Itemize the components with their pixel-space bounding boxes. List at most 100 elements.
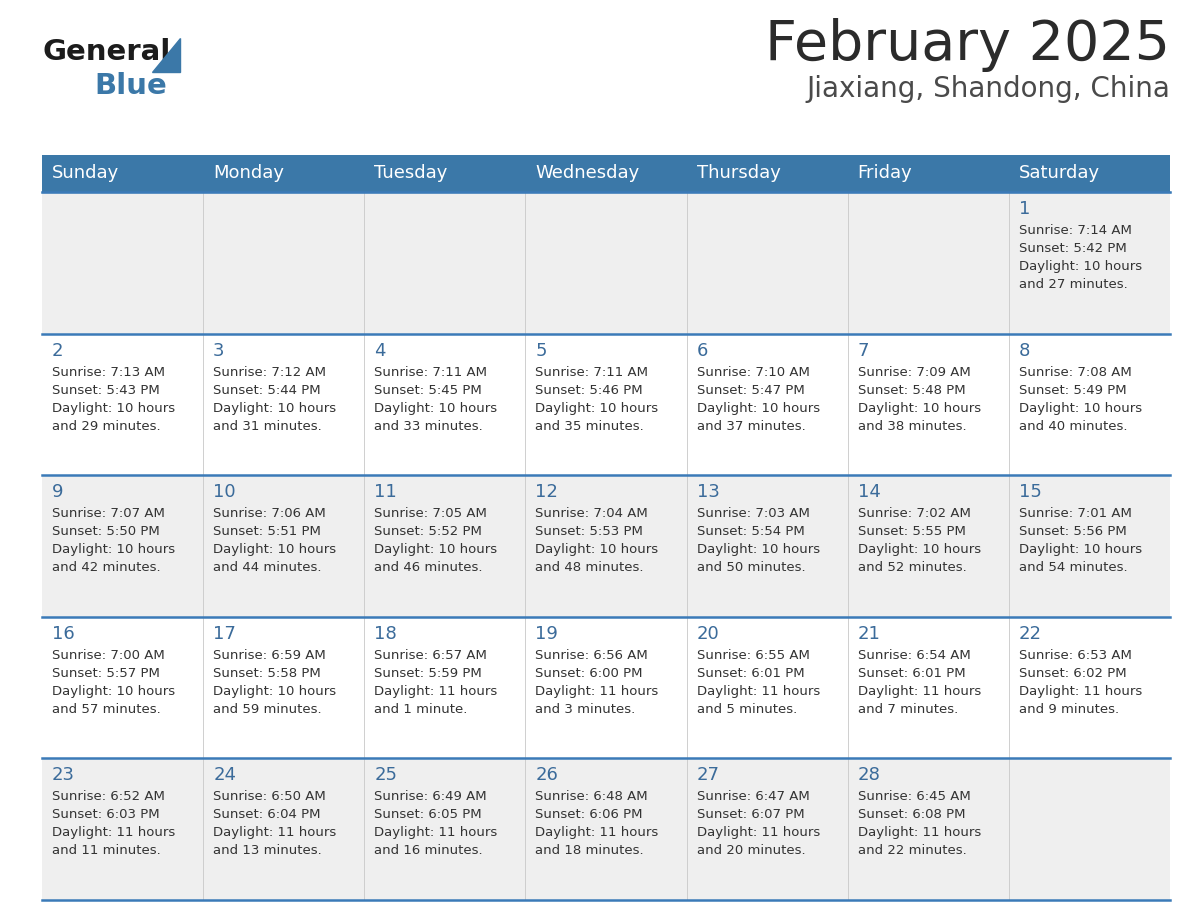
Text: Sunset: 5:57 PM: Sunset: 5:57 PM [52,666,160,680]
Text: 5: 5 [536,341,546,360]
Text: Sunset: 5:52 PM: Sunset: 5:52 PM [374,525,482,538]
Text: General: General [42,38,170,66]
Bar [42,476,203,617]
Text: Daylight: 10 hours: Daylight: 10 hours [374,543,498,556]
Text: Sunrise: 6:54 AM: Sunrise: 6:54 AM [858,649,971,662]
Bar [848,333,1009,476]
Text: Sunset: 5:48 PM: Sunset: 5:48 PM [858,384,966,397]
Bar [1009,476,1170,617]
Text: Sunrise: 7:13 AM: Sunrise: 7:13 AM [52,365,165,378]
Text: Sunrise: 6:55 AM: Sunrise: 6:55 AM [696,649,809,662]
Text: Sunrise: 6:50 AM: Sunrise: 6:50 AM [213,790,326,803]
Text: Sunset: 5:45 PM: Sunset: 5:45 PM [374,384,482,397]
Text: Daylight: 11 hours: Daylight: 11 hours [1019,685,1142,698]
Text: and 9 minutes.: and 9 minutes. [1019,703,1119,716]
Text: and 33 minutes.: and 33 minutes. [374,420,484,432]
Text: Daylight: 10 hours: Daylight: 10 hours [858,543,981,556]
Text: Sunrise: 6:59 AM: Sunrise: 6:59 AM [213,649,326,662]
Text: 4: 4 [374,341,386,360]
Text: Sunrise: 7:01 AM: Sunrise: 7:01 AM [1019,508,1132,521]
Text: and 50 minutes.: and 50 minutes. [696,561,805,574]
Text: Sunrise: 7:02 AM: Sunrise: 7:02 AM [858,508,971,521]
Text: Sunset: 6:01 PM: Sunset: 6:01 PM [858,666,966,680]
Text: and 1 minute.: and 1 minute. [374,703,468,716]
Text: 28: 28 [858,767,880,784]
Text: and 44 minutes.: and 44 minutes. [213,561,322,574]
Text: Jiaxiang, Shandong, China: Jiaxiang, Shandong, China [807,75,1170,103]
Bar [365,155,525,192]
Text: Daylight: 11 hours: Daylight: 11 hours [536,685,658,698]
Bar [687,617,848,758]
Text: Sunrise: 6:47 AM: Sunrise: 6:47 AM [696,790,809,803]
Text: Daylight: 11 hours: Daylight: 11 hours [536,826,658,839]
Text: Daylight: 10 hours: Daylight: 10 hours [213,543,336,556]
Text: Sunset: 5:44 PM: Sunset: 5:44 PM [213,384,321,397]
Bar [525,155,687,192]
Text: Daylight: 10 hours: Daylight: 10 hours [52,401,175,415]
Text: 8: 8 [1019,341,1030,360]
Text: Daylight: 11 hours: Daylight: 11 hours [213,826,336,839]
Text: Saturday: Saturday [1019,164,1100,183]
Text: 6: 6 [696,341,708,360]
Text: Sunset: 5:43 PM: Sunset: 5:43 PM [52,384,159,397]
Text: Sunrise: 7:09 AM: Sunrise: 7:09 AM [858,365,971,378]
Text: February 2025: February 2025 [765,18,1170,72]
Text: Sunrise: 7:08 AM: Sunrise: 7:08 AM [1019,365,1132,378]
Text: Sunrise: 7:05 AM: Sunrise: 7:05 AM [374,508,487,521]
Text: Daylight: 10 hours: Daylight: 10 hours [374,401,498,415]
Text: Daylight: 11 hours: Daylight: 11 hours [858,685,981,698]
Polygon shape [152,38,181,72]
Text: 25: 25 [374,767,397,784]
Bar [203,333,365,476]
Text: Sunday: Sunday [52,164,119,183]
Bar [365,476,525,617]
Text: 10: 10 [213,483,235,501]
Text: Sunset: 5:47 PM: Sunset: 5:47 PM [696,384,804,397]
Text: Sunset: 6:07 PM: Sunset: 6:07 PM [696,809,804,822]
Text: Sunset: 5:50 PM: Sunset: 5:50 PM [52,525,159,538]
Text: Daylight: 11 hours: Daylight: 11 hours [374,826,498,839]
Bar [365,333,525,476]
Text: Sunrise: 6:52 AM: Sunrise: 6:52 AM [52,790,165,803]
Text: Sunset: 5:54 PM: Sunset: 5:54 PM [696,525,804,538]
Text: Sunrise: 6:57 AM: Sunrise: 6:57 AM [374,649,487,662]
Bar [42,192,203,333]
Text: Sunrise: 7:11 AM: Sunrise: 7:11 AM [374,365,487,378]
Bar [42,155,203,192]
Text: Sunset: 6:00 PM: Sunset: 6:00 PM [536,666,643,680]
Bar [687,333,848,476]
Bar [687,476,848,617]
Bar [525,617,687,758]
Text: and 42 minutes.: and 42 minutes. [52,561,160,574]
Bar [365,758,525,900]
Text: and 29 minutes.: and 29 minutes. [52,420,160,432]
Text: Daylight: 10 hours: Daylight: 10 hours [536,543,658,556]
Text: Sunrise: 7:10 AM: Sunrise: 7:10 AM [696,365,809,378]
Text: Sunrise: 7:14 AM: Sunrise: 7:14 AM [1019,224,1132,237]
Text: Daylight: 11 hours: Daylight: 11 hours [858,826,981,839]
Text: 14: 14 [858,483,880,501]
Text: and 35 minutes.: and 35 minutes. [536,420,644,432]
Bar [203,476,365,617]
Text: Sunrise: 7:07 AM: Sunrise: 7:07 AM [52,508,165,521]
Text: Sunrise: 7:12 AM: Sunrise: 7:12 AM [213,365,327,378]
Text: Blue: Blue [94,72,166,100]
Text: 3: 3 [213,341,225,360]
Text: Sunset: 5:46 PM: Sunset: 5:46 PM [536,384,643,397]
Text: Sunset: 5:51 PM: Sunset: 5:51 PM [213,525,321,538]
Text: Daylight: 10 hours: Daylight: 10 hours [1019,543,1142,556]
Bar [525,192,687,333]
Text: and 46 minutes.: and 46 minutes. [374,561,482,574]
Text: 13: 13 [696,483,720,501]
Text: and 27 minutes.: and 27 minutes. [1019,278,1127,291]
Text: and 40 minutes.: and 40 minutes. [1019,420,1127,432]
Text: Daylight: 10 hours: Daylight: 10 hours [696,401,820,415]
Text: Sunset: 5:59 PM: Sunset: 5:59 PM [374,666,482,680]
Bar [687,758,848,900]
Text: Thursday: Thursday [696,164,781,183]
Text: Sunrise: 6:48 AM: Sunrise: 6:48 AM [536,790,647,803]
Text: Sunrise: 7:03 AM: Sunrise: 7:03 AM [696,508,809,521]
Text: Sunset: 6:01 PM: Sunset: 6:01 PM [696,666,804,680]
Text: and 59 minutes.: and 59 minutes. [213,703,322,716]
Text: 27: 27 [696,767,720,784]
